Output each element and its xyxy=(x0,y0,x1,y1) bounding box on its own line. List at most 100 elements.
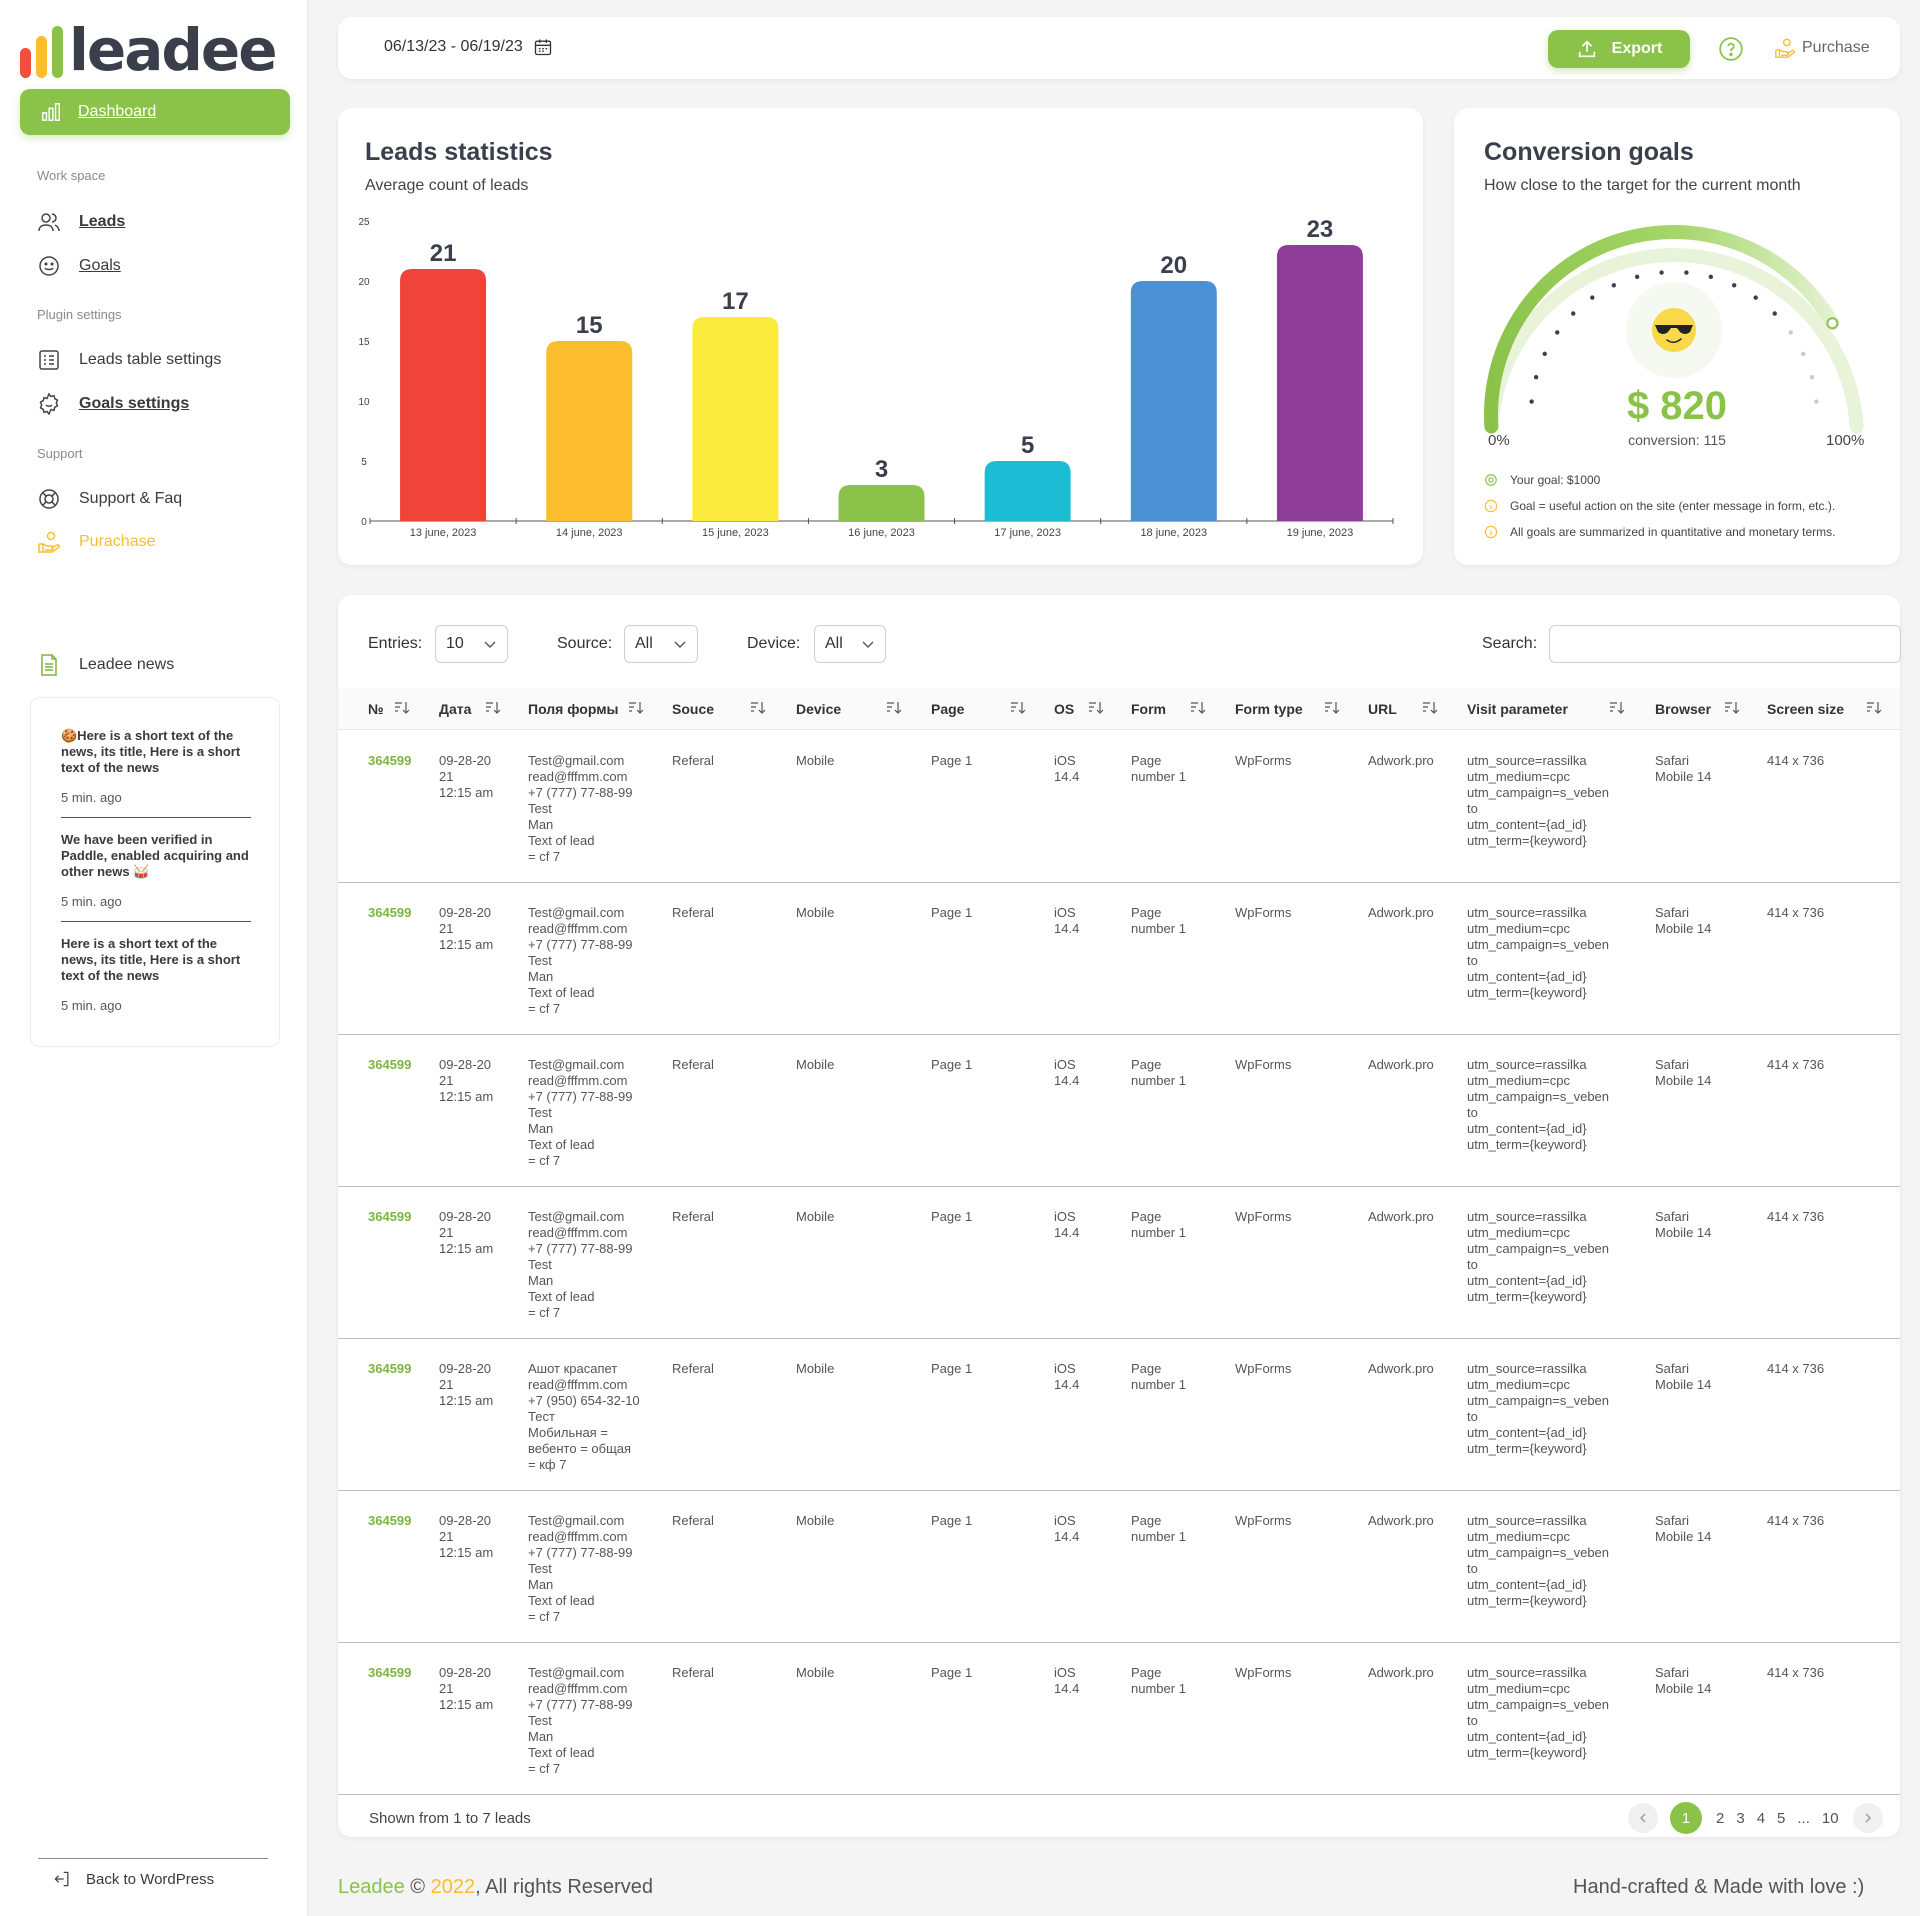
gauge-dot xyxy=(1809,374,1815,380)
table-row[interactable]: 364599 09-28-20 21 12:15 am Ашот красапет … xyxy=(338,1339,1900,1491)
sort-icon[interactable] xyxy=(1190,701,1206,715)
support-title: Support xyxy=(37,446,83,461)
cell-form-type: WpForms xyxy=(1235,1361,1292,1376)
bar xyxy=(400,269,487,521)
sort-icon[interactable] xyxy=(1324,701,1340,715)
table-row[interactable]: 364599 09-28-20 21 12:15 am Test@gmail.com… xyxy=(338,1643,1900,1795)
column-header[interactable]: Form xyxy=(1131,701,1166,717)
dashboard-button[interactable]: Dashboard xyxy=(20,89,290,135)
table-row[interactable]: 364599 09-28-20 21 12:15 am Test@gmail.com… xyxy=(338,1491,1900,1643)
page-link[interactable]: 3 xyxy=(1736,1809,1745,1827)
export-button[interactable]: Export xyxy=(1548,30,1690,68)
gauge-dot xyxy=(1542,351,1547,357)
column-header[interactable]: OS xyxy=(1054,701,1075,717)
footer-copyright: Leadee © 2022, All rights Reserved xyxy=(338,1876,653,1899)
news-item[interactable]: We have been verified in Paddle, enabled… xyxy=(61,832,251,922)
cell-id[interactable]: 364599 xyxy=(368,753,412,768)
search-label: Search: xyxy=(1482,635,1538,652)
sort-icon[interactable] xyxy=(485,701,501,715)
page-link[interactable]: 2 xyxy=(1716,1809,1725,1827)
column-header[interactable]: Поля формы xyxy=(528,701,619,717)
news-item[interactable]: Here is a short text of the news, its ti… xyxy=(61,936,251,1025)
purchase-link[interactable]: Purchase xyxy=(1774,37,1870,59)
column-header[interactable]: Visit parameter xyxy=(1467,701,1568,717)
purchase-top-label: Purchase xyxy=(1802,39,1870,56)
entries-select[interactable]: 10 xyxy=(435,625,508,663)
table-row[interactable]: 364599 09-28-20 21 12:15 am Test@gmail.com… xyxy=(338,1187,1900,1339)
column-header[interactable]: Browser xyxy=(1655,701,1712,717)
cell-url: Adwork.pro xyxy=(1368,1513,1434,1528)
page-link[interactable]: 10 xyxy=(1821,1809,1839,1827)
cell-form-type: WpForms xyxy=(1235,1209,1292,1224)
cell-id[interactable]: 364599 xyxy=(368,1057,412,1072)
cell-url: Adwork.pro xyxy=(1368,905,1434,920)
cell-screen: 414 x 736 xyxy=(1767,905,1825,920)
sort-icon[interactable] xyxy=(1724,701,1740,715)
cell-source: Referal xyxy=(672,1513,714,1528)
date-range-picker[interactable]: 06/13/23 - 06/19/23 xyxy=(384,37,553,57)
news-item[interactable]: 🍪Here is a short text of the news, its t… xyxy=(61,728,251,818)
cell-page: Page 1 xyxy=(931,753,973,768)
sort-icon[interactable] xyxy=(1866,701,1882,715)
cell-browser: Safari Mobile 14 xyxy=(1655,905,1712,936)
sort-icon[interactable] xyxy=(1422,701,1438,715)
footer-brand[interactable]: Leadee xyxy=(338,1876,405,1898)
sidebar-item-leads-table-settings[interactable]: Leads table settings xyxy=(37,347,221,373)
plugin-settings-title: Plugin settings xyxy=(37,307,122,322)
sidebar-item-goals[interactable]: Goals xyxy=(37,253,121,279)
table-row[interactable]: 364599 09-28-20 21 12:15 am Test@gmail.com… xyxy=(338,731,1900,883)
cell-id[interactable]: 364599 xyxy=(368,905,412,920)
column-header[interactable]: Souce xyxy=(672,701,715,717)
sidebar-item-support-faq[interactable]: Support & Faq xyxy=(37,486,182,512)
sort-icon[interactable] xyxy=(886,701,902,715)
leadee-logo[interactable]: leadee xyxy=(20,21,278,79)
page-link[interactable]: 4 xyxy=(1756,1809,1766,1827)
sort-icon[interactable] xyxy=(1609,701,1625,715)
column-header[interactable]: Page xyxy=(931,701,965,717)
goal-note: Goal = useful action on the site (enter … xyxy=(1484,499,1835,513)
y-tick-label: 10 xyxy=(358,397,370,408)
sidebar-item-goals-settings[interactable]: Goals settings xyxy=(37,391,189,417)
cell-url: Adwork.pro xyxy=(1368,1665,1434,1680)
source-select[interactable]: All xyxy=(624,625,698,663)
back-to-wordpress-link[interactable]: Back to WordPress xyxy=(38,1858,268,1889)
sidebar-item-leads[interactable]: Leads xyxy=(37,209,125,235)
column-header[interactable]: URL xyxy=(1368,701,1397,717)
cell-id[interactable]: 364599 xyxy=(368,1361,412,1376)
device-select[interactable]: All xyxy=(814,625,886,663)
column-header[interactable]: Screen size xyxy=(1767,701,1845,717)
cell-page: Page 1 xyxy=(931,1361,973,1376)
search-input[interactable] xyxy=(1549,625,1901,663)
cell-id[interactable]: 364599 xyxy=(368,1665,412,1680)
next-page-button[interactable] xyxy=(1852,1803,1883,1833)
news-title: Leadee news xyxy=(79,656,175,673)
prev-page-button[interactable] xyxy=(1628,1803,1658,1833)
column-header[interactable]: № xyxy=(368,701,384,717)
sort-icon[interactable] xyxy=(628,701,644,715)
cell-id[interactable]: 364599 xyxy=(368,1209,412,1224)
document-icon xyxy=(37,653,61,677)
page-current[interactable]: 1 xyxy=(1670,1802,1702,1834)
conversion-count: conversion: 115 xyxy=(1628,432,1726,448)
cell-os: iOS 14.4 xyxy=(1054,905,1080,936)
help-icon[interactable] xyxy=(1718,36,1744,62)
column-header[interactable]: Дата xyxy=(439,701,472,717)
purchase-label: Purachase xyxy=(79,533,156,550)
page-link[interactable]: 5 xyxy=(1777,1809,1786,1827)
cell-id[interactable]: 364599 xyxy=(368,1513,412,1528)
bar-value-label: 15 xyxy=(576,312,603,339)
sort-icon[interactable] xyxy=(1088,701,1104,715)
sidebar-item-purchase[interactable]: Purachase xyxy=(37,529,156,555)
column-header[interactable]: Device xyxy=(796,701,842,717)
sort-icon[interactable] xyxy=(1010,701,1026,715)
sort-icon[interactable] xyxy=(750,701,766,715)
cell-os: iOS 14.4 xyxy=(1054,1361,1080,1392)
column-header[interactable]: Form type xyxy=(1235,701,1303,717)
table-row[interactable]: 364599 09-28-20 21 12:15 am Test@gmail.com… xyxy=(338,1035,1900,1187)
table-row[interactable]: 364599 09-28-20 21 12:15 am Test@gmail.com… xyxy=(338,883,1900,1035)
sort-icon[interactable] xyxy=(394,701,410,715)
cell-visit: utm_source=rassilka utm_medium=cpc utm_c… xyxy=(1467,753,1610,848)
shown-count: Shown from 1 to 7 leads xyxy=(369,1810,531,1827)
gauge-dot xyxy=(1814,399,1819,404)
stats-subtitle: Average count of leads xyxy=(365,177,529,194)
